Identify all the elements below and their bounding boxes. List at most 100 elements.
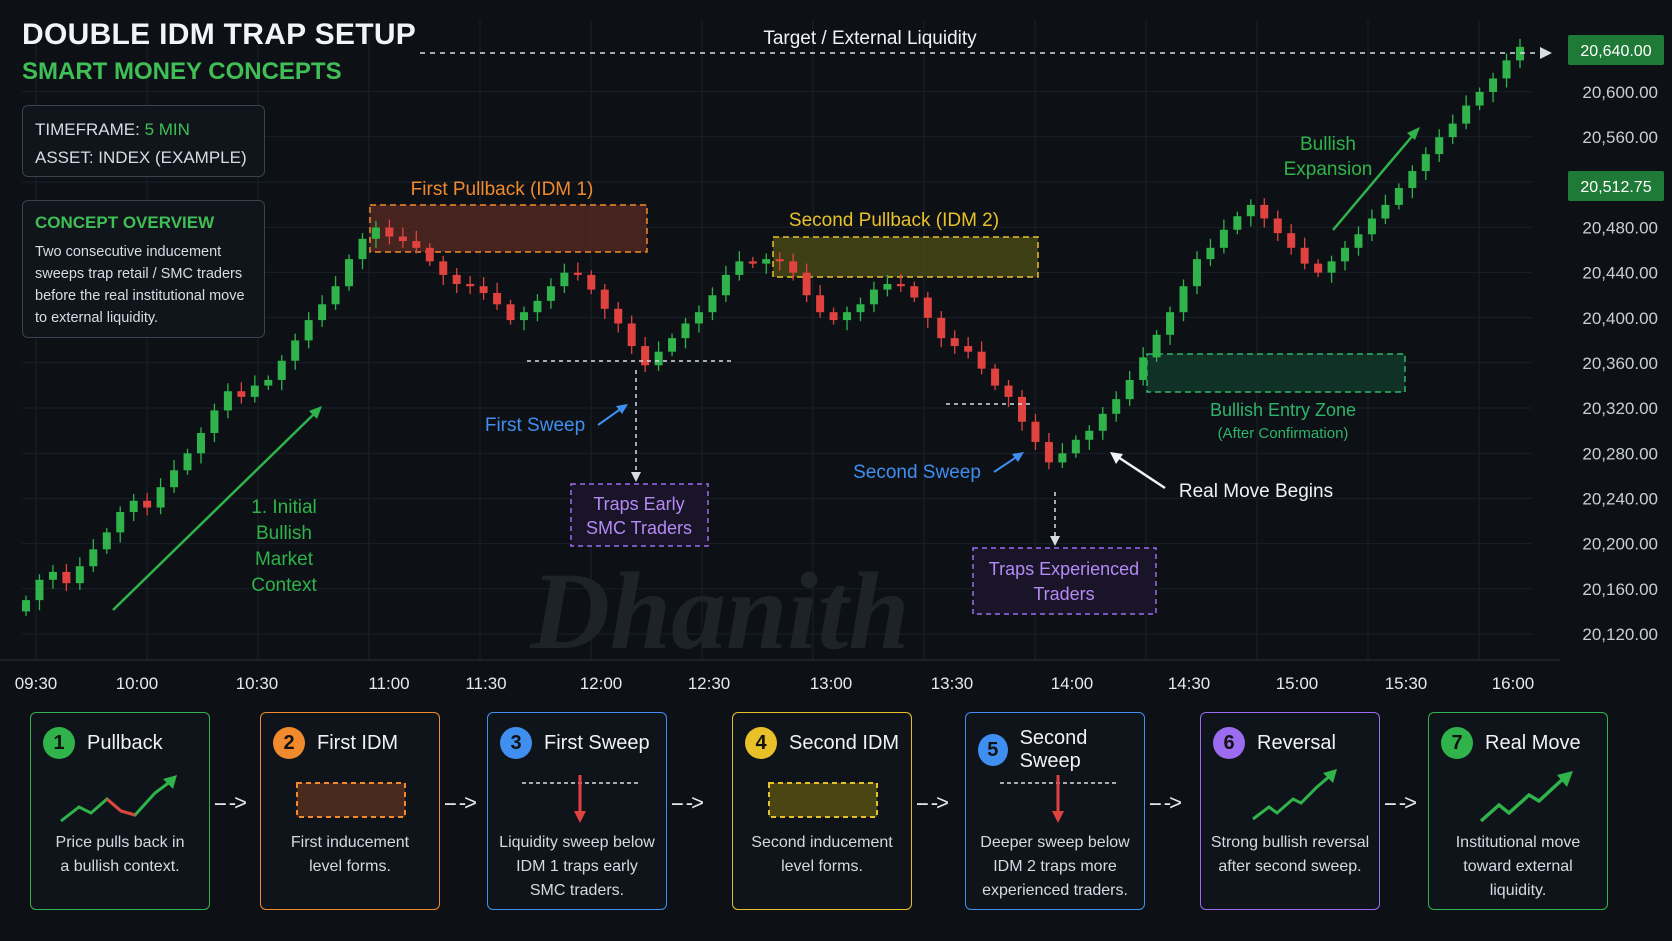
bearish-candle: [1260, 204, 1269, 219]
bullish-candle: [856, 304, 865, 313]
bullish-candle: [1502, 60, 1511, 79]
bullish-candle: [1246, 204, 1255, 217]
step-number: 6: [1213, 727, 1245, 759]
bearish-candle: [910, 286, 919, 298]
bullish-candle: [1071, 439, 1080, 454]
step-header: 5 Second Sweep: [978, 727, 1144, 773]
x-tick-label: 14:00: [1051, 674, 1094, 693]
concept-overview-text: Two consecutive inducement sweeps trap r…: [35, 244, 245, 326]
x-tick-label: 14:30: [1168, 674, 1211, 693]
steps-row: 1 Pullback Price pulls back in a bullish c…: [0, 712, 1672, 912]
y-axis: 20,120.00 20,160.00 20,200.00 20,240.00 20,2…: [1582, 83, 1658, 644]
bearish-candle: [398, 236, 407, 242]
bullish-candle: [331, 286, 340, 305]
bullish-candle: [1112, 399, 1121, 414]
bearish-candle: [466, 283, 475, 287]
y-tick-label: 20,480.00: [1582, 219, 1658, 238]
bearish-candle: [802, 272, 811, 296]
bearish-candle: [748, 261, 757, 264]
candles: [22, 38, 1524, 616]
bearish-candle: [573, 272, 582, 275]
bullish-candle: [291, 340, 300, 361]
bullish-candle: [318, 304, 327, 321]
step-arrow-icon: -- ->: [671, 790, 704, 815]
bearish-candle: [950, 338, 959, 347]
bullish-candle: [223, 391, 232, 411]
bullish-candle: [48, 571, 57, 580]
entry-zone: [1146, 353, 1406, 393]
x-tick-label: 09:30: [15, 674, 58, 693]
bearish-candle: [816, 295, 825, 313]
ctx-line3: Market: [255, 549, 314, 570]
bullish-candle: [1489, 78, 1498, 92]
reversal-icon: [1201, 763, 1379, 833]
watermark: Dhanith: [529, 550, 909, 672]
y-tick-label: 20,160.00: [1582, 580, 1658, 599]
bearish-candle: [829, 312, 838, 321]
bullish-candle: [1085, 430, 1094, 440]
bearish-candle: [1287, 233, 1296, 248]
target-arrowhead: [1540, 47, 1552, 59]
bearish-candle: [62, 571, 71, 584]
y-tick-label: 20,360.00: [1582, 354, 1658, 373]
bearish-candle: [641, 346, 650, 366]
traps-early-line2: SMC Traders: [586, 518, 692, 538]
bullish-candle: [1139, 357, 1148, 380]
bullish-candle: [1179, 286, 1188, 313]
x-tick-label: 13:30: [931, 674, 974, 693]
traps-early-line1: Traps Early: [593, 494, 684, 514]
timeframe-row: TIMEFRAME: 5 MIN: [35, 116, 252, 144]
y-tick-label: 20,440.00: [1582, 264, 1658, 283]
bullish-candle: [210, 410, 219, 434]
traps-experienced-line1: Traps Experienced: [989, 559, 1139, 579]
zone-box-icon: [261, 763, 439, 833]
bearish-candle: [412, 241, 421, 248]
bullish-candle: [196, 433, 205, 454]
x-tick-label: 12:30: [688, 674, 731, 693]
target-label: Target / External Liquidity: [763, 28, 977, 49]
bearish-candle: [385, 227, 394, 237]
bullish-candle: [277, 360, 286, 380]
bearish-candle: [627, 323, 636, 347]
step-title: Reversal: [1257, 731, 1336, 754]
initial-context-arrowhead: [309, 406, 322, 419]
ctx-line2: Bullish: [256, 523, 312, 544]
bearish-candle: [479, 286, 488, 293]
bearish-candle: [789, 261, 798, 273]
bearish-candle: [1044, 442, 1053, 463]
y-tick-label: 20,280.00: [1582, 444, 1658, 463]
step-title: Real Move: [1485, 731, 1581, 754]
bullish-candle: [1219, 229, 1228, 248]
zone-box-icon: [733, 763, 911, 833]
step-title: Pullback: [87, 731, 163, 754]
x-tick-label: 16:00: [1492, 674, 1535, 693]
second-pullback-label: Second Pullback (IDM 2): [789, 210, 999, 231]
bearish-candle: [452, 274, 461, 284]
bullish-candle: [102, 532, 111, 550]
real-move-label: Real Move Begins: [1179, 481, 1333, 502]
ctx-line1: 1. Initial: [251, 497, 316, 518]
second-sweep-arrow: [993, 455, 1019, 473]
step-number: 7: [1441, 727, 1473, 759]
zigzag-up-icon: [31, 763, 209, 833]
bullish-candle: [694, 312, 703, 324]
bullish-candle: [520, 312, 528, 321]
step-number: 3: [500, 727, 532, 759]
exp-line2: Expansion: [1284, 159, 1373, 180]
step-title: First Sweep: [544, 731, 650, 754]
bullish-candle: [533, 300, 542, 313]
price-tag-bg: [1568, 171, 1664, 201]
step-card-2: 2 First IDM First inducement level forms.: [260, 712, 440, 910]
idm2-zone: [772, 236, 1039, 278]
bullish-candle: [1381, 204, 1390, 219]
bullish-candle: [183, 453, 192, 471]
bullish-candle: [1408, 171, 1417, 188]
bullish-expansion-label: Bullish Expansion: [1284, 134, 1373, 180]
price-tags: 20,640.00 20,512.75: [1568, 35, 1664, 201]
bearish-candle: [937, 317, 946, 339]
bullish-candle: [129, 500, 138, 513]
step-header: 4 Second IDM: [745, 727, 899, 759]
bearish-candle: [506, 304, 515, 321]
step-description: Institutional move toward external liqui…: [1455, 834, 1581, 899]
bullish-candle: [721, 274, 730, 296]
